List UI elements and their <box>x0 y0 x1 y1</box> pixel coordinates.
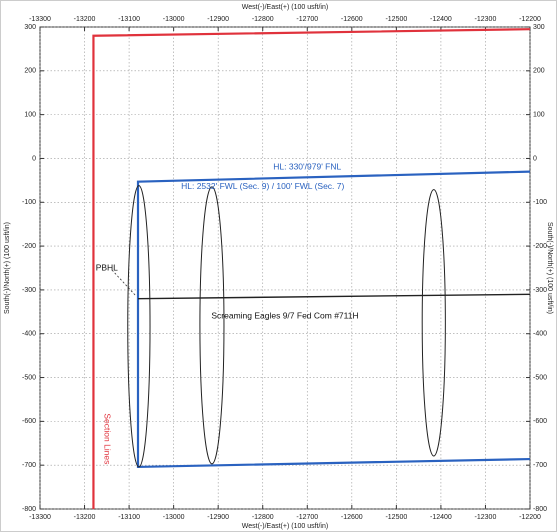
error-ellipse <box>127 185 151 468</box>
y-tick-label: 300 <box>24 24 36 31</box>
y-tick-label: -400 <box>22 331 36 338</box>
y-tick-label: -200 <box>22 243 36 250</box>
x2-tick-label: -13200 <box>74 16 96 23</box>
y-tick-label: 200 <box>24 68 36 75</box>
x-tick-label: -12600 <box>341 514 363 521</box>
x-tick-label: -12800 <box>252 514 274 521</box>
x2-tick-label: -12800 <box>252 16 274 23</box>
x2-tick-label: -12400 <box>430 16 452 23</box>
x2-tick-label: -12300 <box>475 16 497 23</box>
x2-tick-label: -13300 <box>29 16 51 23</box>
x-tick-label: -13200 <box>74 514 96 521</box>
x-tick-label: -13300 <box>29 514 51 521</box>
x-tick-label: -12300 <box>475 514 497 521</box>
y2-axis-label: South(-)/North(+) (100 usft/in) <box>546 222 553 314</box>
y-tick-label: -700 <box>22 462 36 469</box>
well-line <box>136 170 531 469</box>
x-tick-label: -12200 <box>519 514 541 521</box>
x2-tick-label: -13100 <box>118 16 140 23</box>
x2-tick-label: -12600 <box>341 16 363 23</box>
x-axis-label: West(-)/East(+) (100 usft/in) <box>242 523 328 530</box>
error-ellipse <box>199 186 225 465</box>
y2-tick-label: -100 <box>533 199 547 206</box>
annotation: HL: 2532' FWL (Sec. 9) / 100' FWL (Sec. … <box>181 181 344 191</box>
x-tick-label: -12700 <box>296 514 318 521</box>
annotation: HL: 330'/979' FNL <box>273 161 341 171</box>
y2-tick-label: -200 <box>533 243 547 250</box>
annotation: Screaming Eagles 9/7 Fed Com #711H <box>211 310 358 320</box>
y-tick-label: -800 <box>22 506 36 513</box>
y-axis-label: South(-)/North(+) (100 usft/in) <box>4 222 11 314</box>
y-tick-label: 0 <box>32 155 36 162</box>
annotation: Section Lines <box>103 413 113 464</box>
y2-tick-label: -600 <box>533 418 547 425</box>
y2-tick-label: -400 <box>533 331 547 338</box>
x2-tick-label: -12500 <box>385 16 407 23</box>
y2-tick-label: -500 <box>533 374 547 381</box>
error-ellipse <box>421 189 446 457</box>
x2-tick-label: -12700 <box>296 16 318 23</box>
y-tick-label: -600 <box>22 418 36 425</box>
x-tick-label: -12500 <box>385 514 407 521</box>
x2-tick-label: -12900 <box>207 16 229 23</box>
y-tick-label: -500 <box>22 374 36 381</box>
x-tick-label: -12400 <box>430 514 452 521</box>
y2-tick-label: 100 <box>533 111 545 118</box>
leader-line <box>111 269 137 297</box>
well-line <box>92 28 531 509</box>
x-tick-label: -13100 <box>118 514 140 521</box>
y2-tick-label: 200 <box>533 68 545 75</box>
y2-tick-label: -300 <box>533 287 547 294</box>
y2-tick-label: -800 <box>533 506 547 513</box>
y2-tick-label: -700 <box>533 462 547 469</box>
y2-tick-label: 0 <box>533 155 537 162</box>
x-tick-label: -12900 <box>207 514 229 521</box>
y-tick-label: -300 <box>22 287 36 294</box>
annotation: PBHL <box>96 262 118 272</box>
y-tick-label: -100 <box>22 199 36 206</box>
well-line <box>137 293 531 300</box>
x2-axis-label: West(-)/East(+) (100 usft/in) <box>242 4 328 11</box>
y2-tick-label: 300 <box>533 24 545 31</box>
x2-tick-label: -12200 <box>519 16 541 23</box>
x-tick-label: -13000 <box>163 514 185 521</box>
y-tick-label: 100 <box>24 111 36 118</box>
x2-tick-label: -13000 <box>163 16 185 23</box>
